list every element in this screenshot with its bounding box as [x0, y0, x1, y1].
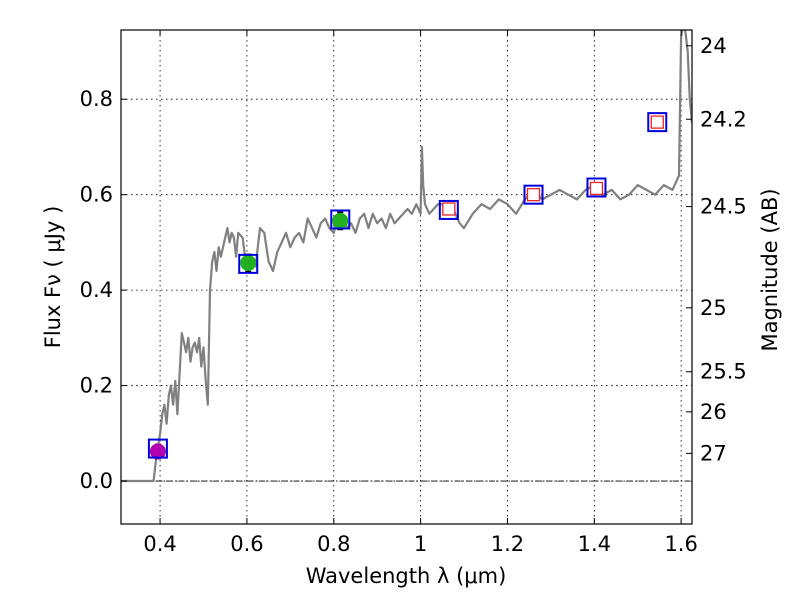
y-tick-label: 0.2 [80, 374, 113, 398]
y2-tick-label: 24.5 [700, 195, 747, 219]
data-point-circle [149, 443, 166, 460]
x-tick-label: 1.2 [491, 532, 524, 556]
data-point-open-square [589, 181, 604, 196]
y2-tick-label: 24 [700, 34, 727, 58]
x-tick-label: 1.4 [578, 532, 611, 556]
grid [121, 30, 692, 524]
model-flux-square [438, 199, 459, 220]
y2-tick-label: 24.2 [700, 107, 747, 131]
y2-axis-title: Magnitude (AB) [758, 188, 782, 351]
plot-frame [120, 29, 693, 525]
data-point-open-square [650, 115, 664, 129]
data-point-circle [240, 254, 257, 271]
y-tick-label: 0.0 [80, 469, 113, 493]
y2-tick-label: 26 [700, 400, 727, 424]
x-tick-label: 0.6 [230, 532, 263, 556]
model-spectrum [121, 30, 692, 483]
y-tick-label: 0.6 [80, 183, 113, 207]
x-tick-label: 1.6 [664, 532, 697, 556]
y2-tick-label: 27 [700, 441, 727, 465]
model-flux-square [330, 209, 351, 230]
y2-tick-label: 25 [700, 296, 727, 320]
x-tick-label: 0.8 [317, 532, 350, 556]
plot-area [121, 30, 692, 483]
data-point-open-square [526, 188, 541, 202]
y-axis-title: Flux Fν ( μJy ) [41, 206, 65, 349]
y2-tick-label: 25.5 [700, 360, 747, 384]
axis-ticks: 0.4 0.6 0.8 1 1.2 1.4 1.6 0.0 0.2 0.4 0.6 0.8 24 24.2… [80, 30, 747, 556]
model-flux-square [647, 112, 668, 133]
y-tick-label: 0.8 [80, 87, 113, 111]
data-points [147, 112, 668, 460]
data-point-circle [332, 212, 349, 229]
model-spectrum-line [121, 30, 692, 483]
model-flux-square [586, 177, 607, 198]
model-flux-square [238, 253, 259, 274]
x-axis-title: Wavelength λ (μm) [306, 564, 507, 588]
model-flux-square [147, 438, 168, 459]
x-tick-label: 0.4 [143, 532, 176, 556]
model-flux-square [523, 184, 544, 205]
y-tick-label: 0.4 [80, 278, 113, 302]
x-tick-label: 1 [414, 532, 427, 556]
data-point-open-square [442, 202, 456, 216]
